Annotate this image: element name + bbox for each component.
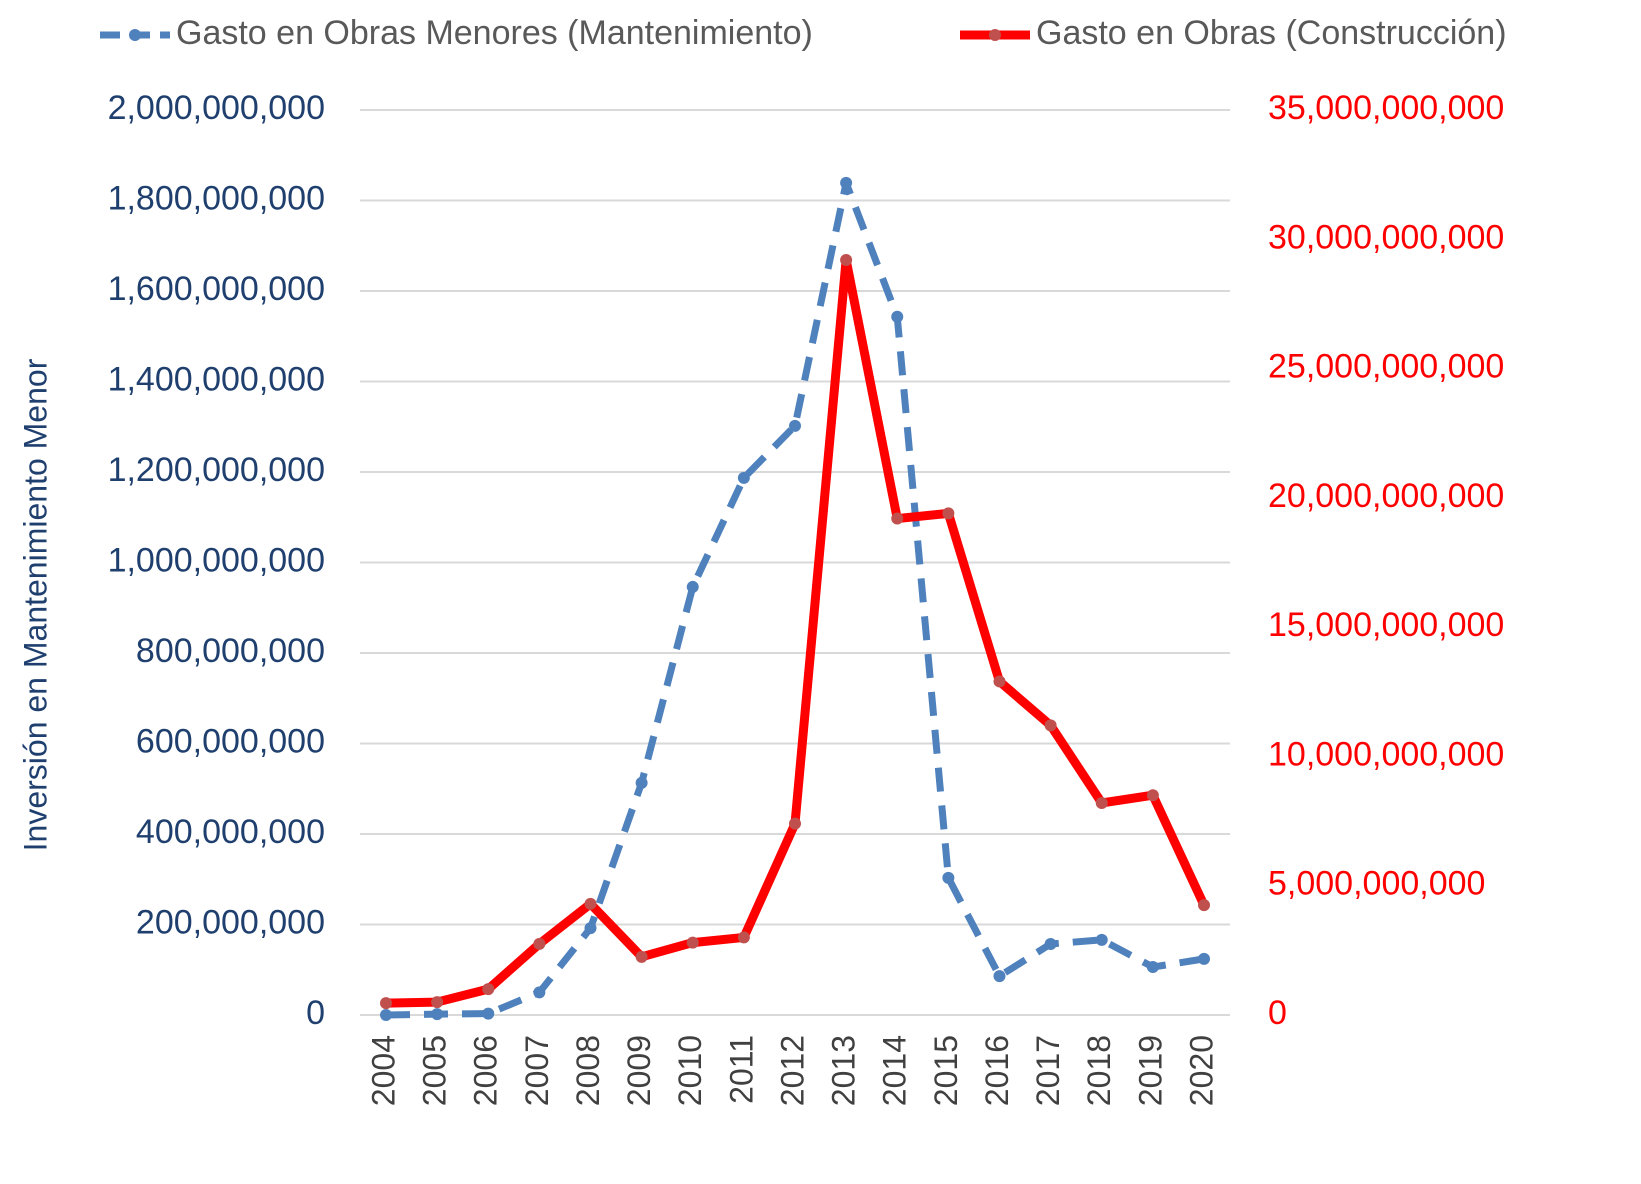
x-tick-label: 2005 [417, 1035, 453, 1106]
y-tick-label: 1,600,000,000 [108, 270, 325, 308]
x-tick-label: 2018 [1081, 1035, 1117, 1106]
y2-tick-label: 20,000,000,000 [1268, 477, 1504, 515]
y-tick-label: 0 [306, 994, 325, 1032]
x-tick-label: 2006 [468, 1035, 504, 1106]
marker [737, 931, 750, 944]
x-tick-label: 2019 [1132, 1035, 1168, 1106]
marker [840, 253, 853, 266]
marker [942, 507, 955, 520]
y2-tick-label: 25,000,000,000 [1268, 348, 1504, 386]
marker [482, 983, 495, 996]
x-tick-label: 2013 [826, 1035, 862, 1106]
marker [737, 471, 750, 484]
legend-label: Gasto en Obras Menores (Mantenimiento) [176, 14, 813, 52]
series-line [385, 179, 1205, 1019]
y-tick-label: 600,000,000 [136, 722, 325, 760]
x-tick-label: 2011 [723, 1035, 759, 1104]
marker [431, 1008, 444, 1021]
x-tick-label: 2008 [570, 1035, 606, 1106]
y-tick-label: 400,000,000 [136, 813, 325, 851]
marker [1044, 719, 1057, 732]
y-axis-title: Inversión en Mantenimiento Menor [17, 358, 53, 851]
marker [686, 936, 699, 949]
marker [1044, 937, 1057, 950]
x-tick-label: 2016 [979, 1035, 1015, 1106]
y-tick-label: 1,000,000,000 [108, 541, 325, 579]
marker [1146, 789, 1159, 802]
legend-label: Gasto en Obras (Construcción) [1036, 14, 1507, 52]
marker [1198, 952, 1210, 965]
marker [891, 512, 904, 525]
marker [993, 970, 1006, 983]
y-tick-label: 1,400,000,000 [108, 360, 325, 398]
marker [431, 996, 444, 1009]
y2-tick-label: 15,000,000,000 [1268, 606, 1504, 644]
marker [1095, 796, 1108, 809]
marker [789, 817, 801, 830]
y2-tick-label: 30,000,000,000 [1268, 218, 1504, 256]
y2-tick-label: 0 [1268, 994, 1287, 1032]
marker [840, 176, 853, 189]
marker [1095, 933, 1108, 946]
y-tick-label: 1,200,000,000 [108, 451, 325, 489]
x-tick-label: 2004 [365, 1035, 401, 1106]
marker [482, 1007, 495, 1020]
marker [533, 937, 546, 950]
marker [942, 871, 955, 884]
y2-tick-label: 10,000,000,000 [1268, 735, 1504, 773]
x-tick-label: 2014 [877, 1035, 913, 1106]
marker [635, 950, 648, 963]
y2-tick-label: 5,000,000,000 [1268, 865, 1485, 903]
marker [1146, 961, 1159, 974]
marker [380, 1009, 392, 1021]
marker [584, 922, 597, 935]
marker [584, 897, 597, 910]
x-tick-label: 2020 [1183, 1035, 1219, 1106]
marker [891, 310, 904, 323]
y-tick-label: 2,000,000,000 [108, 89, 325, 127]
y-tick-label: 200,000,000 [136, 903, 325, 941]
x-tick-label: 2017 [1030, 1035, 1066, 1106]
y-tick-label: 1,800,000,000 [108, 179, 325, 217]
legend-marker [989, 29, 1001, 41]
legend-marker [129, 29, 141, 41]
marker [380, 997, 392, 1010]
x-tick-label: 2007 [519, 1035, 555, 1106]
y-tick-label: 800,000,000 [136, 632, 325, 670]
marker [993, 675, 1006, 688]
series-line [385, 255, 1209, 1008]
x-tick-label: 2009 [621, 1035, 657, 1106]
x-tick-label: 2010 [672, 1035, 708, 1106]
marker [533, 986, 546, 999]
x-tick-label: 2015 [928, 1035, 964, 1106]
y2-tick-label: 35,000,000,000 [1268, 89, 1504, 127]
marker [789, 419, 801, 432]
x-tick-label: 2012 [774, 1035, 810, 1106]
marker [686, 580, 699, 593]
marker [635, 776, 648, 789]
marker [1198, 899, 1210, 912]
